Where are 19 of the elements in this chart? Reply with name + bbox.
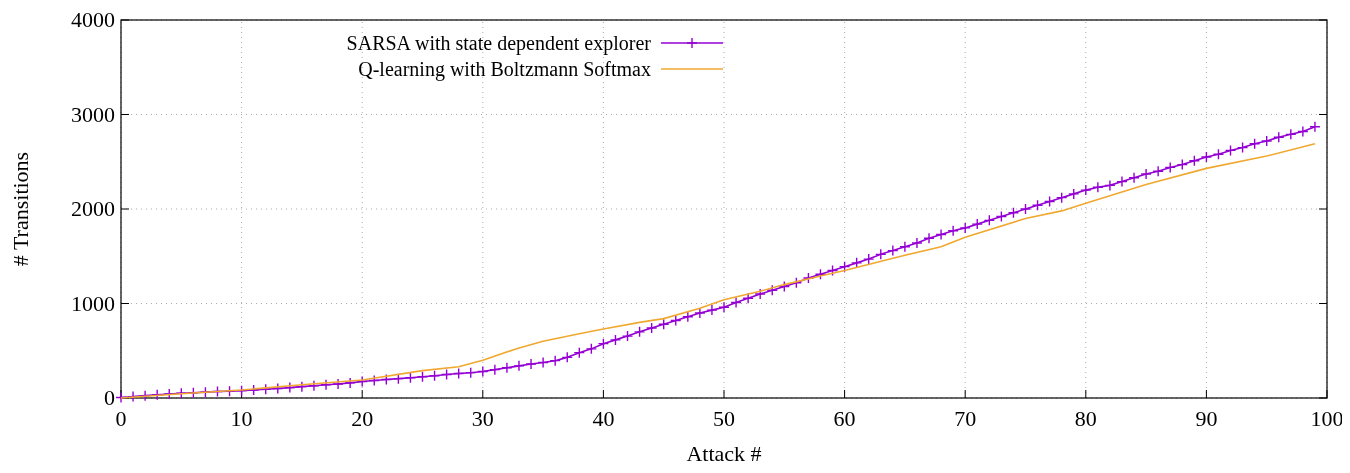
y-tick-label: 3000: [71, 101, 115, 127]
legend-label: SARSA with state dependent explorer: [346, 32, 652, 55]
x-tick-label: 70: [954, 406, 977, 431]
x-tick-label: 90: [1195, 406, 1218, 431]
x-tick-label: 30: [471, 406, 494, 431]
x-tick-label: 40: [592, 406, 615, 431]
y-tick-label: 2000: [71, 196, 115, 221]
x-tick-label: 20: [351, 406, 374, 431]
x-tick-label: 50: [713, 406, 735, 431]
legend-label: Q-learning with Boltzmann Softmax: [358, 58, 651, 81]
x-tick-label: 100: [1310, 406, 1344, 431]
x-tick-label: 60: [833, 406, 856, 431]
y-tick-label: 1000: [71, 290, 115, 316]
y-tick-label: 0: [104, 385, 115, 410]
y-axis-title: # Transitions: [8, 151, 33, 267]
x-tick-label: 10: [230, 406, 253, 431]
y-tick-label: 4000: [71, 7, 115, 32]
x-axis-title: Attack #: [686, 441, 762, 466]
x-tick-label: 80: [1074, 406, 1097, 431]
